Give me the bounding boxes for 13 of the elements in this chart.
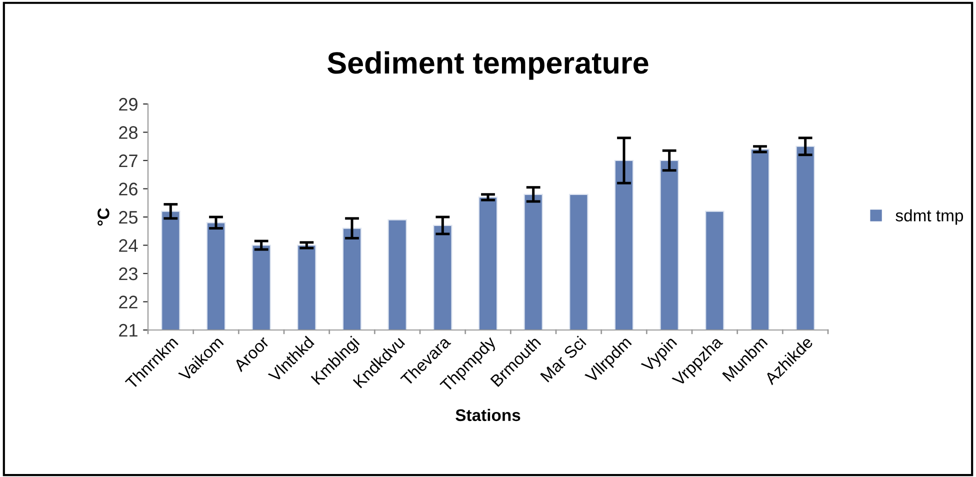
y-tick-label: 28 xyxy=(119,126,138,139)
x-axis-title: Stations xyxy=(456,408,520,422)
y-tick-label: 25 xyxy=(119,210,138,224)
y-axis-title: °C xyxy=(98,208,110,226)
legend-label: sdmt tmp xyxy=(896,209,964,225)
y-tick-label: 26 xyxy=(119,182,138,196)
y-tick-label: 24 xyxy=(119,239,138,252)
y-tick-label: 22 xyxy=(119,296,138,308)
y-tick-label: 23 xyxy=(119,267,138,280)
chart-title: Sediment temperature xyxy=(328,51,648,80)
y-tick-label: 27 xyxy=(119,154,138,168)
y-tick-label: 21 xyxy=(119,324,138,337)
y-tick-label: 29 xyxy=(119,98,138,111)
